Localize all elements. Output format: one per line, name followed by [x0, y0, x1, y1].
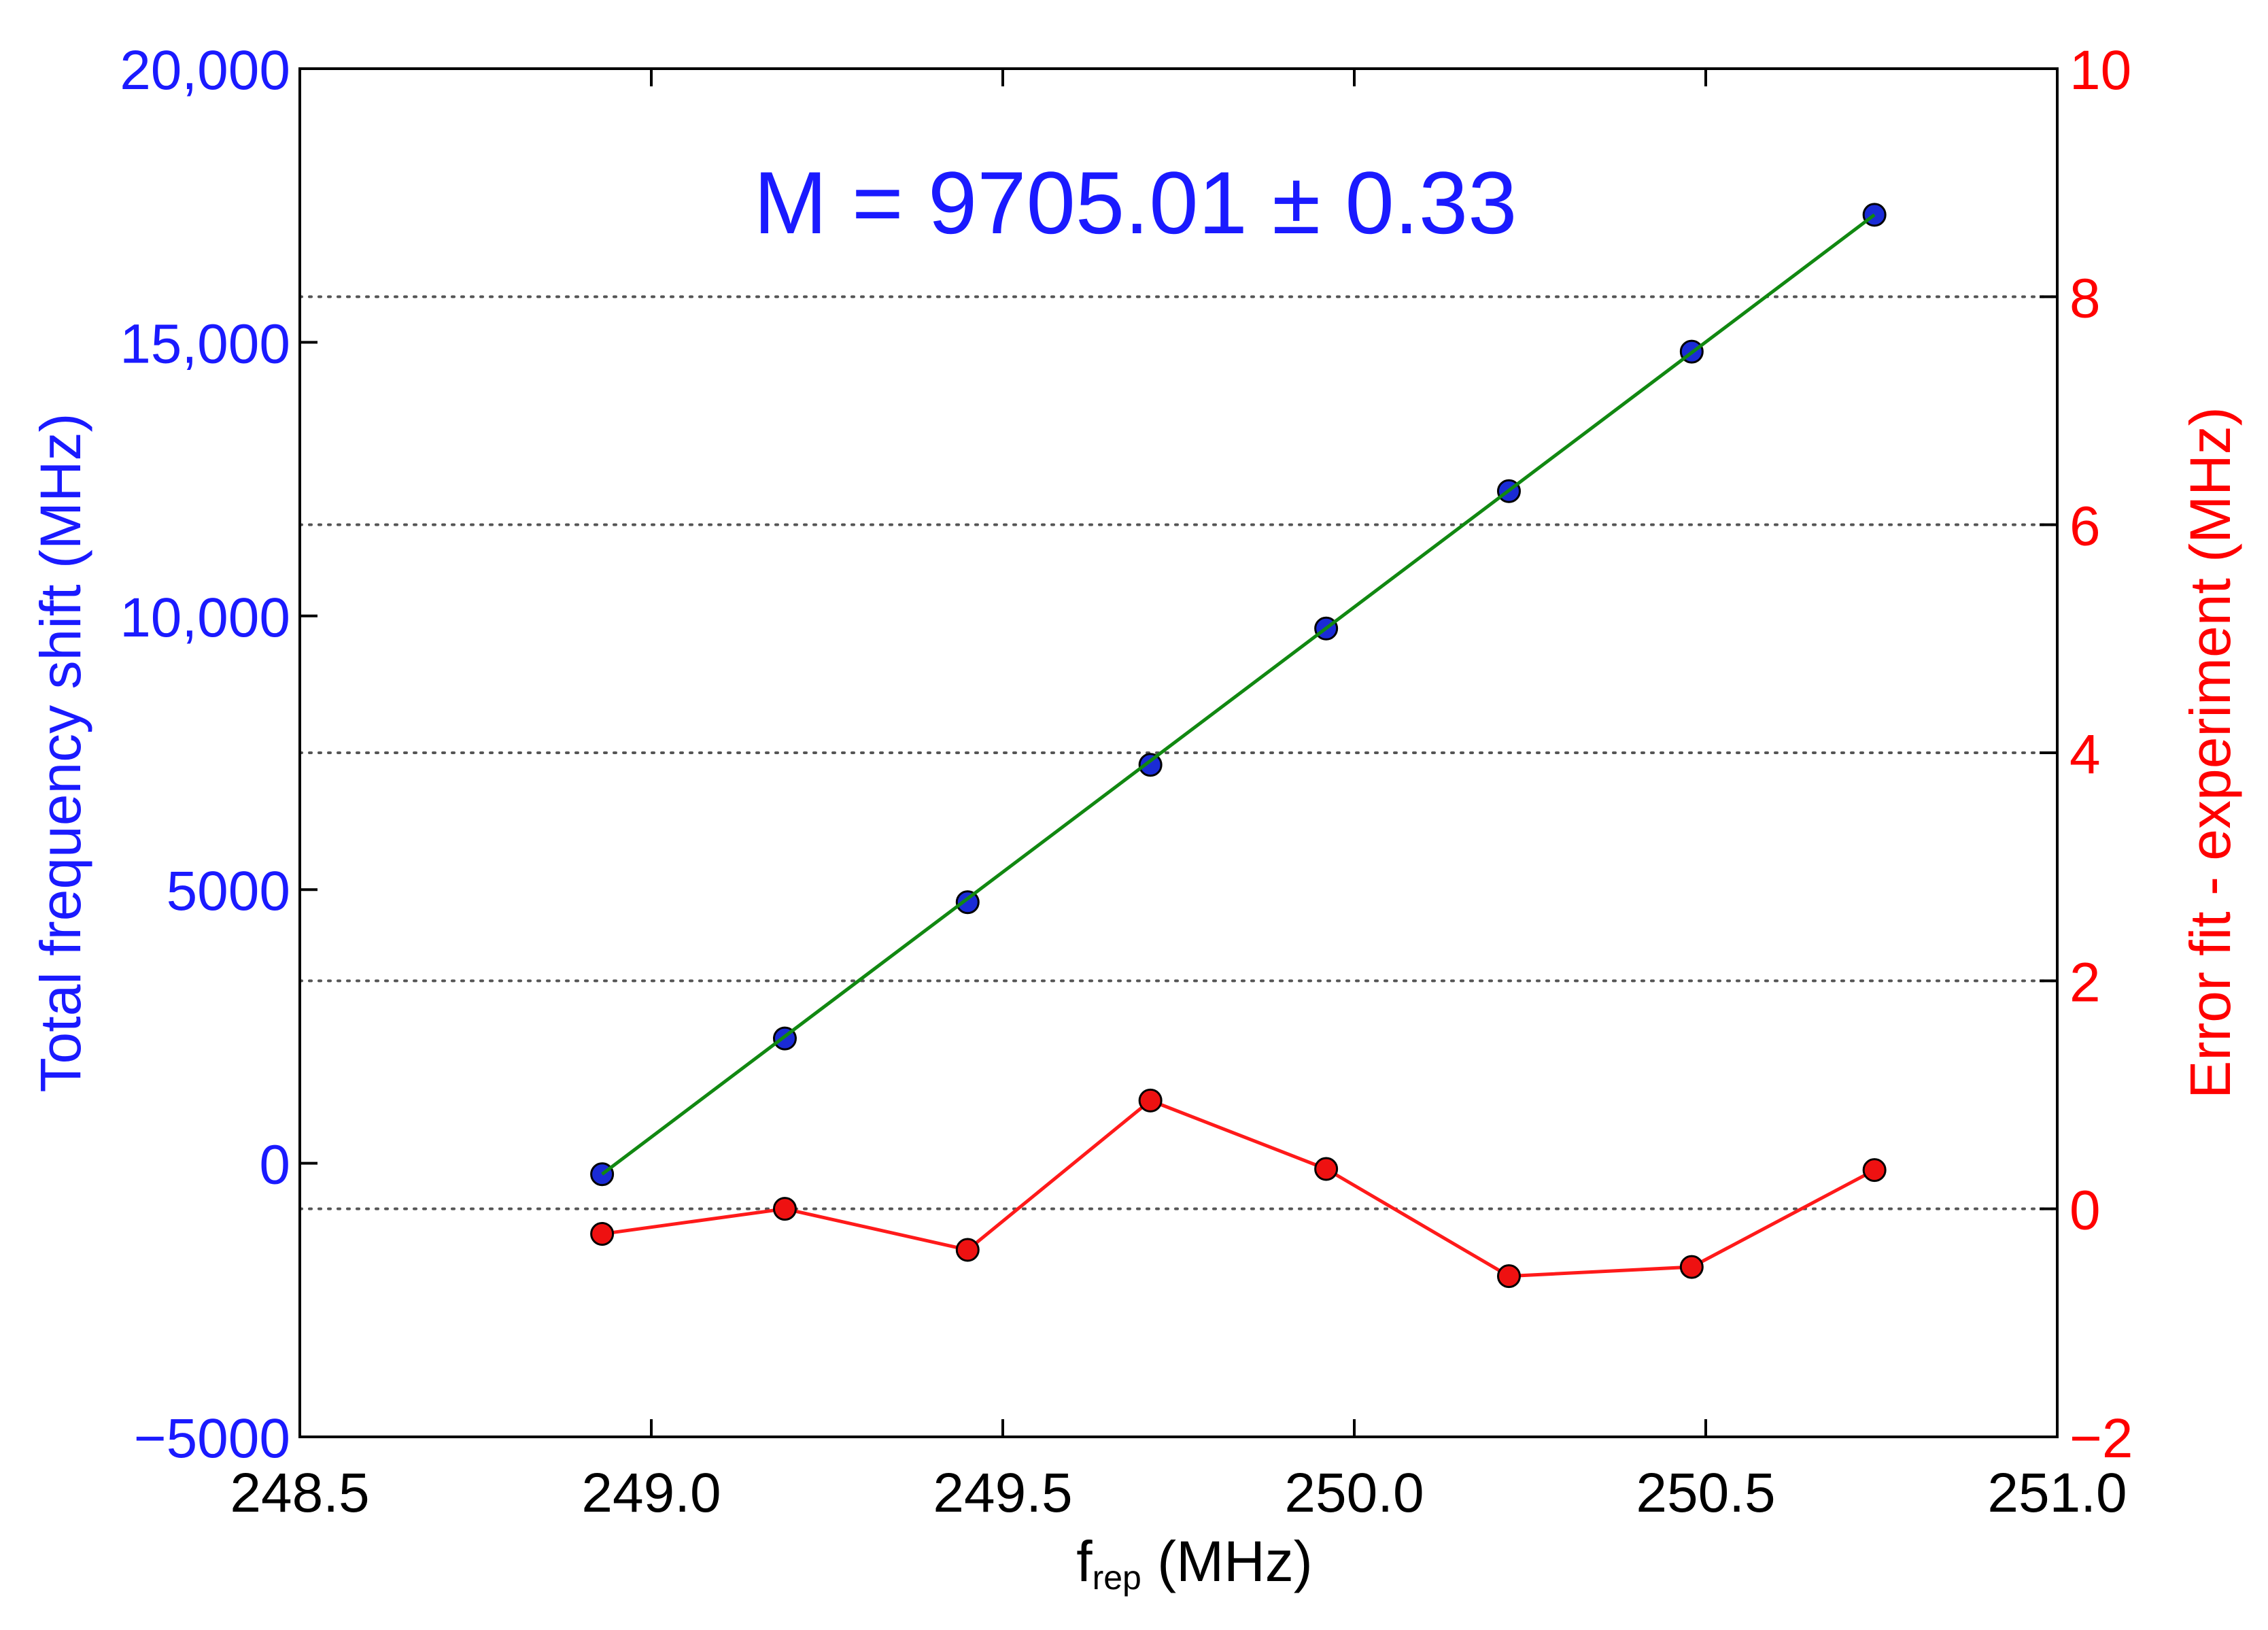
y-left-tick-label: 10,000 — [120, 587, 290, 649]
gridlines — [298, 295, 2059, 1210]
y-right-tick-label: 10 — [2069, 39, 2131, 101]
error-point — [590, 1222, 615, 1246]
labels: 248.5 249.0 249.5 250.0 250.5 251.0 −5000 0 5000… — [29, 39, 2242, 1597]
error-point — [1862, 1158, 1887, 1183]
x-axis-title-subscript: rep — [1093, 1559, 1141, 1597]
y-left-tick-label: 5000 — [167, 860, 290, 922]
axes — [298, 67, 2059, 1438]
y-right-tick-label: −2 — [2069, 1408, 2133, 1470]
error-point — [1314, 1157, 1339, 1181]
y-right-tick-label: 8 — [2069, 267, 2101, 329]
y-left-tick-label: 0 — [259, 1134, 290, 1196]
y-left-tick-label: 15,000 — [120, 313, 290, 375]
y-left-tick-label: −5000 — [134, 1408, 290, 1470]
x-tick-label: 250.5 — [1636, 1462, 1775, 1524]
data-point — [955, 890, 980, 915]
x-tick-label: 251.0 — [1987, 1462, 2127, 1524]
series-group — [590, 203, 1887, 1289]
error-line — [602, 1098, 1876, 1278]
x-tick-label: 249.0 — [581, 1462, 721, 1524]
y-right-axis-title: Error fit - experiment (MHz) — [2178, 407, 2242, 1098]
error-point — [1496, 1264, 1521, 1289]
error-point — [955, 1238, 980, 1262]
x-tick-label: 248.5 — [230, 1462, 369, 1524]
error-point — [1138, 1088, 1163, 1113]
x-axis-title-main: f — [1076, 1529, 1093, 1593]
x-tick-label: 250.0 — [1284, 1462, 1424, 1524]
fit-line — [601, 213, 1876, 1176]
x-tick-label: 249.5 — [933, 1462, 1072, 1524]
y-left-axis-title: Total frequency shift (MHz) — [29, 413, 92, 1093]
y-right-tick-label: 6 — [2069, 496, 2101, 558]
y-right-tick-label: 4 — [2069, 724, 2101, 785]
fit-annotation: M = 9705.01 ± 0.33 — [754, 153, 1517, 252]
error-point — [772, 1197, 797, 1221]
data-point — [1138, 753, 1163, 777]
y-right-tick-label: 2 — [2069, 951, 2101, 1013]
y-right-tick-label: 0 — [2069, 1180, 2101, 1242]
x-axis-title-unit: (MHz) — [1141, 1529, 1313, 1593]
y-left-tick-label: 20,000 — [120, 39, 290, 101]
error-point — [1679, 1255, 1704, 1279]
x-axis-title: frep (MHz) — [1076, 1529, 1313, 1597]
